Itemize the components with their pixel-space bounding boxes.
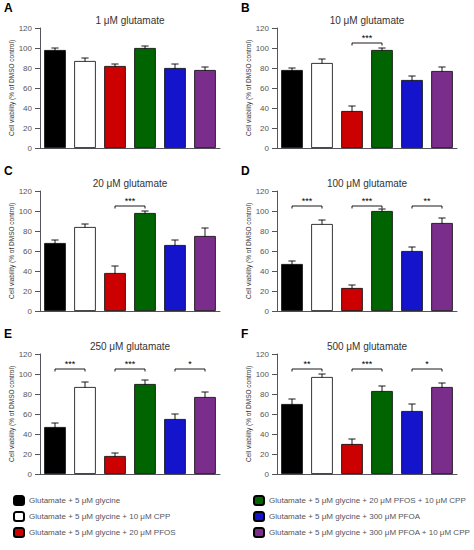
svg-text:Glutamate + 5 μM glycine + 300: Glutamate + 5 μM glycine + 300 μM PFOA: [269, 512, 421, 521]
svg-text:40: 40: [23, 267, 32, 276]
svg-text:40: 40: [260, 104, 269, 113]
svg-text:60: 60: [23, 247, 32, 256]
svg-text:120: 120: [256, 187, 270, 196]
svg-text:***: ***: [362, 33, 373, 43]
svg-text:***: ***: [302, 196, 313, 206]
svg-text:**: **: [423, 196, 431, 206]
svg-text:Cell viability (% of DMSO cont: Cell viability (% of DMSO control): [8, 40, 16, 136]
svg-text:Cell viability (% of DMSO cont: Cell viability (% of DMSO control): [8, 203, 16, 299]
svg-text:0: 0: [28, 470, 33, 479]
svg-text:120: 120: [19, 187, 33, 196]
svg-text:*: *: [188, 359, 192, 369]
svg-text:*: *: [425, 359, 429, 369]
svg-text:60: 60: [260, 410, 269, 419]
svg-text:100: 100: [256, 370, 270, 379]
svg-text:0: 0: [265, 470, 270, 479]
svg-text:60: 60: [23, 410, 32, 419]
svg-text:80: 80: [260, 227, 269, 236]
svg-text:Glutamate + 5 μM glycine + 20: Glutamate + 5 μM glycine + 20 μM PFOS: [29, 528, 176, 537]
svg-text:120: 120: [19, 350, 33, 359]
svg-text:20 μM glutamate: 20 μM glutamate: [93, 178, 168, 189]
svg-text:120: 120: [256, 24, 270, 33]
svg-text:0: 0: [28, 144, 33, 153]
svg-text:Glutamate + 5 μM glycine: Glutamate + 5 μM glycine: [29, 496, 121, 505]
svg-text:20: 20: [260, 450, 269, 459]
svg-text:80: 80: [260, 390, 269, 399]
svg-text:80: 80: [260, 64, 269, 73]
svg-text:100 μM glutamate: 100 μM glutamate: [327, 178, 408, 189]
svg-text:Cell viability (% of DMSO cont: Cell viability (% of DMSO control): [245, 203, 253, 299]
svg-text:Glutamate + 5 μM glycine + 10: Glutamate + 5 μM glycine + 10 μM CPP: [29, 512, 170, 521]
svg-text:1 μM glutamate: 1 μM glutamate: [95, 15, 165, 26]
svg-text:60: 60: [23, 84, 32, 93]
svg-text:60: 60: [260, 84, 269, 93]
svg-text:20: 20: [23, 450, 32, 459]
svg-text:100: 100: [19, 207, 33, 216]
svg-text:***: ***: [125, 196, 136, 206]
svg-text:120: 120: [256, 350, 270, 359]
svg-text:***: ***: [362, 196, 373, 206]
svg-text:***: ***: [125, 359, 136, 369]
svg-text:100: 100: [256, 207, 270, 216]
svg-text:**: **: [303, 359, 311, 369]
svg-text:80: 80: [23, 390, 32, 399]
svg-text:80: 80: [23, 227, 32, 236]
svg-text:100: 100: [19, 370, 33, 379]
svg-text:D: D: [241, 164, 250, 178]
svg-text:40: 40: [260, 430, 269, 439]
svg-text:20: 20: [23, 124, 32, 133]
svg-text:80: 80: [23, 64, 32, 73]
svg-text:C: C: [4, 164, 13, 178]
svg-text:20: 20: [260, 124, 269, 133]
svg-text:40: 40: [23, 430, 32, 439]
svg-text:B: B: [241, 1, 250, 15]
svg-text:120: 120: [19, 24, 33, 33]
svg-text:250 μM glutamate: 250 μM glutamate: [90, 341, 171, 352]
svg-text:Glutamate + 5 μM glycine + 20: Glutamate + 5 μM glycine + 20 μM PFOS + …: [269, 496, 466, 505]
svg-text:A: A: [4, 1, 13, 15]
svg-text:Cell viability (% of DMSO cont: Cell viability (% of DMSO control): [245, 366, 253, 462]
svg-text:500 μM glutamate: 500 μM glutamate: [327, 341, 408, 352]
svg-text:0: 0: [265, 307, 270, 316]
svg-text:100: 100: [19, 44, 33, 53]
svg-text:E: E: [4, 327, 12, 341]
svg-text:Cell viability (% of DMSO cont: Cell viability (% of DMSO control): [245, 40, 253, 136]
svg-text:100: 100: [256, 44, 270, 53]
svg-text:***: ***: [362, 359, 373, 369]
svg-text:20: 20: [260, 287, 269, 296]
svg-text:40: 40: [23, 104, 32, 113]
svg-text:40: 40: [260, 267, 269, 276]
svg-text:F: F: [241, 327, 248, 341]
svg-text:0: 0: [265, 144, 270, 153]
svg-text:Glutamate + 5 μM glycine + 300: Glutamate + 5 μM glycine + 300 μM PFOA +…: [269, 528, 470, 537]
svg-text:60: 60: [260, 247, 269, 256]
svg-text:20: 20: [23, 287, 32, 296]
svg-text:***: ***: [65, 359, 76, 369]
svg-text:Cell viability (% of DMSO cont: Cell viability (% of DMSO control): [8, 366, 16, 462]
svg-text:0: 0: [28, 307, 33, 316]
svg-text:10 μM glutamate: 10 μM glutamate: [330, 15, 405, 26]
